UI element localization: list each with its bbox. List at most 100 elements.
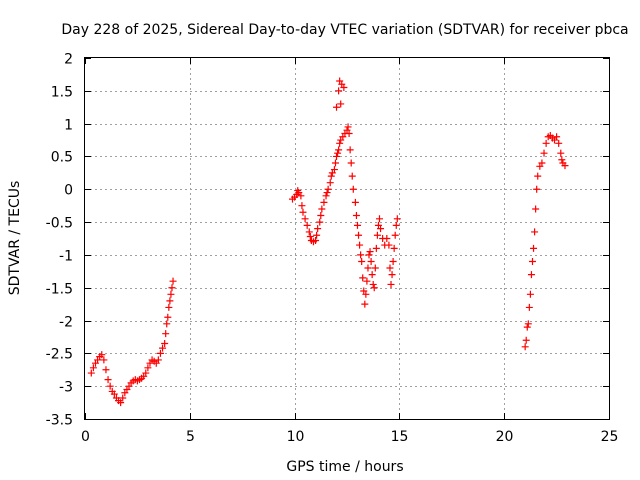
data-point <box>526 290 534 298</box>
data-point <box>331 159 339 167</box>
x-tick-label: 25 <box>601 429 619 445</box>
data-point <box>372 244 380 252</box>
data-point <box>312 236 320 244</box>
y-tick-label: -0.5 <box>46 216 73 232</box>
data-point <box>553 133 561 141</box>
data-point <box>531 228 539 236</box>
y-tick-label: -3.5 <box>46 413 73 429</box>
data-point <box>527 271 535 279</box>
data-point <box>530 244 538 252</box>
data-point <box>313 231 321 239</box>
data-point <box>361 300 369 308</box>
data-point <box>521 343 529 351</box>
data-point <box>388 271 396 279</box>
data-point <box>391 231 399 239</box>
x-tick-label: 0 <box>81 429 90 445</box>
data-point <box>555 139 563 147</box>
data-point <box>367 257 375 265</box>
y-axis-label: SDTVAR / TECUs <box>7 181 23 296</box>
y-tick-label: -2.5 <box>46 347 73 363</box>
data-point <box>165 303 173 311</box>
data-point <box>353 221 361 229</box>
data-point <box>167 290 175 298</box>
data-point <box>362 290 370 298</box>
data-point <box>337 100 345 108</box>
data-point <box>557 149 565 157</box>
data-point <box>522 336 530 344</box>
data-point <box>348 172 356 180</box>
chart-title: Day 228 of 2025, Sidereal Day-to-day VTE… <box>61 22 628 38</box>
data-point <box>320 198 328 206</box>
data-point <box>164 313 172 321</box>
data-point <box>383 235 391 242</box>
data-point <box>305 228 313 236</box>
data-point <box>169 277 177 285</box>
y-tick-label: -3 <box>59 380 73 396</box>
data-point <box>163 320 171 328</box>
data-point <box>333 152 341 160</box>
x-tick-label: 10 <box>287 429 305 445</box>
data-point <box>349 185 357 193</box>
data-point <box>538 159 546 167</box>
y-tick-label: 0.5 <box>51 150 73 166</box>
data-point <box>168 284 176 292</box>
data-point <box>392 221 400 229</box>
data-point <box>558 156 566 164</box>
data-point <box>314 225 322 233</box>
data-point <box>375 215 383 223</box>
y-tick-label: 0 <box>64 183 73 199</box>
data-point <box>364 264 372 272</box>
data-point <box>534 172 542 180</box>
data-point <box>525 303 533 311</box>
data-point <box>110 390 118 398</box>
data-point <box>317 212 325 220</box>
data-point <box>333 103 341 111</box>
data-point <box>119 394 127 402</box>
data-point <box>162 330 170 338</box>
data-point <box>306 233 314 241</box>
data-point <box>303 221 311 229</box>
data-point <box>393 215 401 223</box>
data-point <box>389 257 397 265</box>
x-tick-label: 20 <box>496 429 514 445</box>
data-point <box>327 172 335 180</box>
data-point <box>356 241 364 249</box>
data-point <box>347 159 355 167</box>
data-point <box>358 257 366 265</box>
data-point <box>335 146 343 154</box>
data-point <box>100 356 108 364</box>
data-point <box>344 123 352 131</box>
data-point <box>159 344 167 352</box>
data-point <box>366 248 374 256</box>
data-point <box>106 382 114 390</box>
data-point <box>301 215 309 223</box>
data-point <box>390 244 398 252</box>
data-point <box>117 399 125 407</box>
data-point <box>166 297 174 305</box>
data-point <box>528 257 536 265</box>
data-point <box>370 284 378 292</box>
y-tick-label: -1.5 <box>46 282 73 298</box>
data-point <box>542 139 550 147</box>
data-point <box>297 192 305 200</box>
data-point <box>363 277 371 285</box>
data-point <box>385 241 393 249</box>
y-tick-label: 2 <box>64 52 73 68</box>
y-tick-label: -2 <box>59 315 73 331</box>
data-point <box>98 351 106 359</box>
data-point <box>334 149 342 157</box>
data-point <box>298 202 306 210</box>
data-point <box>386 264 394 272</box>
data-point <box>87 369 95 377</box>
data-point <box>335 87 343 95</box>
data-point <box>540 149 548 157</box>
data-point <box>102 366 110 374</box>
data-point <box>365 251 373 259</box>
data-point <box>524 320 532 328</box>
data-point <box>346 146 354 154</box>
data-point <box>523 323 531 331</box>
y-tick-label: 1 <box>64 118 73 134</box>
data-point <box>299 208 307 216</box>
plot-frame <box>84 57 610 420</box>
y-tick-label: -1 <box>59 249 73 265</box>
